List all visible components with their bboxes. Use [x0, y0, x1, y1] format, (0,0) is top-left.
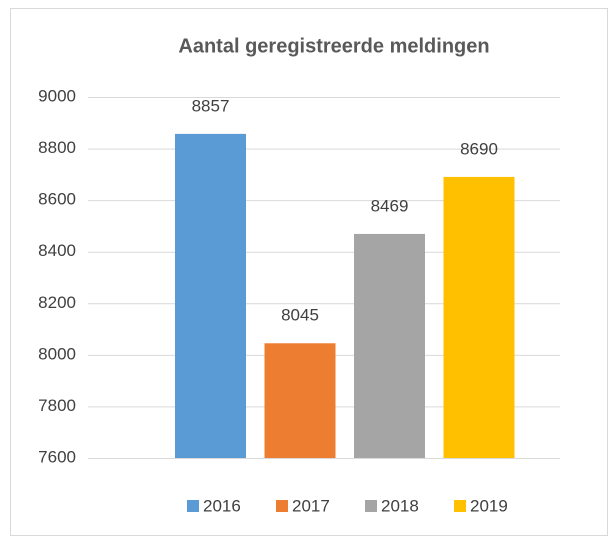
- y-tick-label: 8800: [38, 138, 76, 157]
- y-tick-label: 8400: [38, 241, 76, 260]
- legend-swatch: [187, 500, 199, 512]
- legend-swatch: [365, 500, 377, 512]
- y-tick-label: 7800: [38, 396, 76, 415]
- chart-title: Aantal geregistreerde meldingen: [178, 35, 489, 57]
- data-label: 8045: [281, 306, 319, 325]
- y-tick-label: 9000: [38, 86, 76, 105]
- legend-label: 2018: [381, 496, 419, 515]
- bar: [354, 233, 425, 458]
- legend-swatch: [276, 500, 288, 512]
- legend-label: 2019: [470, 496, 508, 515]
- legend-label: 2016: [203, 496, 241, 515]
- bar: [264, 343, 336, 458]
- y-tick-label: 8600: [38, 190, 76, 209]
- data-label: 8469: [371, 196, 409, 215]
- y-tick-label: 8200: [38, 293, 76, 312]
- y-tick-label: 8000: [38, 344, 76, 363]
- data-label: 8857: [192, 96, 230, 115]
- bar: [175, 133, 246, 458]
- legend-swatch: [454, 500, 466, 512]
- bar: [443, 176, 515, 458]
- legend-label: 2017: [292, 496, 330, 515]
- data-label: 8690: [460, 139, 498, 158]
- y-tick-label: 7600: [38, 447, 76, 466]
